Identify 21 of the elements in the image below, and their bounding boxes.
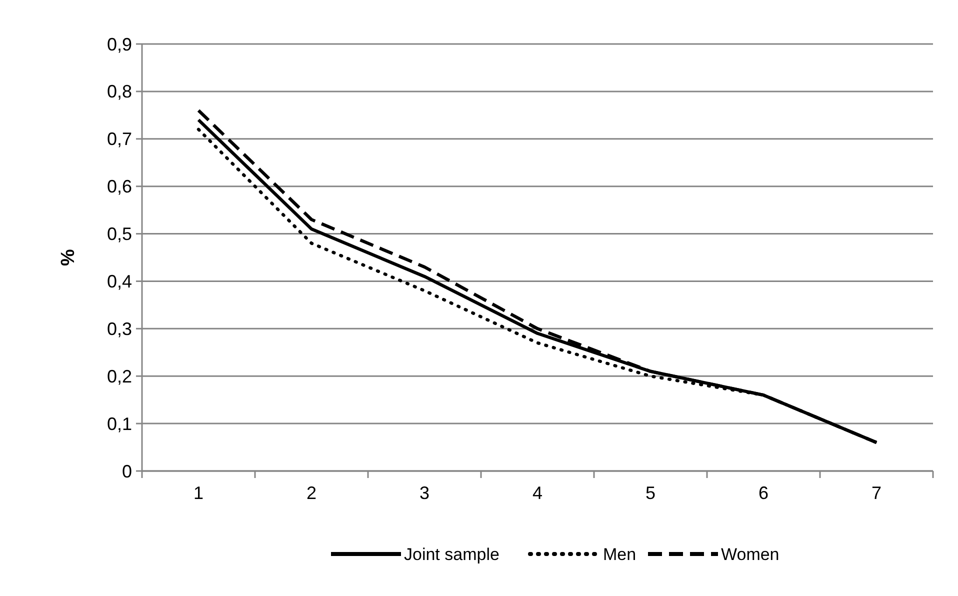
legend-label: Joint sample bbox=[404, 544, 500, 564]
y-tick-label: 0 bbox=[122, 461, 132, 482]
y-tick-label: 0,2 bbox=[106, 366, 132, 386]
x-tick-label: 5 bbox=[645, 483, 656, 503]
x-tick-label: 6 bbox=[758, 483, 769, 503]
y-tick-label: 0,9 bbox=[106, 34, 132, 54]
x-tick-label: 3 bbox=[419, 483, 430, 503]
y-tick-label: 0,6 bbox=[106, 176, 132, 197]
y-tick-label: 0,8 bbox=[106, 82, 132, 102]
y-tick-label: 0,4 bbox=[106, 272, 132, 292]
x-tick-label: 2 bbox=[306, 483, 317, 503]
y-tick-label: 0,7 bbox=[106, 129, 132, 150]
y-tick-label: 0,3 bbox=[106, 318, 132, 339]
x-tick-label: 7 bbox=[871, 483, 882, 503]
y-tick-label: 0,1 bbox=[106, 414, 132, 434]
legend-label: Men bbox=[603, 544, 636, 564]
legend-label: Women bbox=[721, 544, 780, 564]
x-tick-label: 4 bbox=[532, 483, 543, 503]
y-tick-label: 0,5 bbox=[106, 224, 132, 244]
y-axis-title: % bbox=[58, 248, 79, 266]
x-tick-label: 1 bbox=[193, 483, 204, 503]
